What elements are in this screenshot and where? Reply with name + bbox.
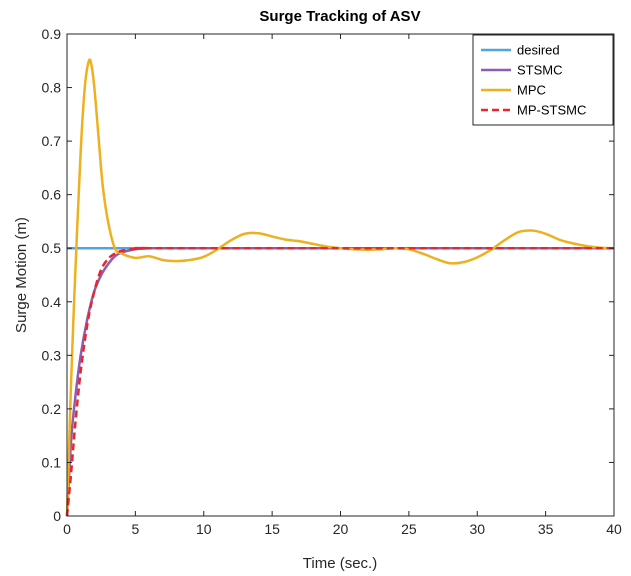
x-tick-label: 25 (401, 521, 417, 537)
y-tick-label: 0.4 (42, 294, 62, 310)
y-tick-label: 0.9 (42, 26, 62, 42)
legend-label-desired: desired (517, 43, 560, 58)
legend-label-stsmc: STSMC (517, 63, 563, 78)
y-axis-label: Surge Motion (m) (13, 217, 30, 333)
x-tick-label: 10 (196, 521, 212, 537)
y-tick-label: 0.3 (42, 347, 62, 363)
y-tick-label: 0.2 (42, 401, 62, 417)
legend-label-mp-stsmc: MP-STSMC (517, 103, 586, 118)
y-tick-label: 0.7 (42, 133, 62, 149)
y-tick-label: 0.8 (42, 80, 62, 96)
x-axis-label: Time (sec.) (303, 555, 377, 572)
legend: desired STSMC MPC MP-STSMC (472, 34, 614, 126)
x-tick-label: 20 (333, 521, 349, 537)
legend-label-mpc: MPC (517, 83, 546, 98)
x-tick-label: 30 (469, 521, 485, 537)
series-line-mpc (65, 58, 615, 517)
series-line-stsmc (65, 246, 614, 517)
x-tick-label: 15 (264, 521, 280, 537)
y-tick-label: 0.6 (42, 187, 62, 203)
x-tick-label: 35 (538, 521, 554, 537)
x-tick-label: 5 (131, 521, 139, 537)
y-tick-label: 0.1 (42, 454, 62, 470)
ticks-layer: 0 5 10 15 20 25 30 35 40 0 0.1 0.2 0.3 0.4 0.5 0.6 0.7 0.… (42, 26, 622, 537)
chart-title: Surge Tracking of ASV (259, 8, 420, 25)
x-tick-label: 0 (63, 521, 71, 537)
series-line-mp-stsmc (65, 246, 614, 517)
series-layer (65, 58, 615, 517)
y-tick-label: 0.5 (42, 240, 62, 256)
x-tick-label: 40 (606, 521, 622, 537)
y-tick-label: 0 (53, 508, 61, 524)
